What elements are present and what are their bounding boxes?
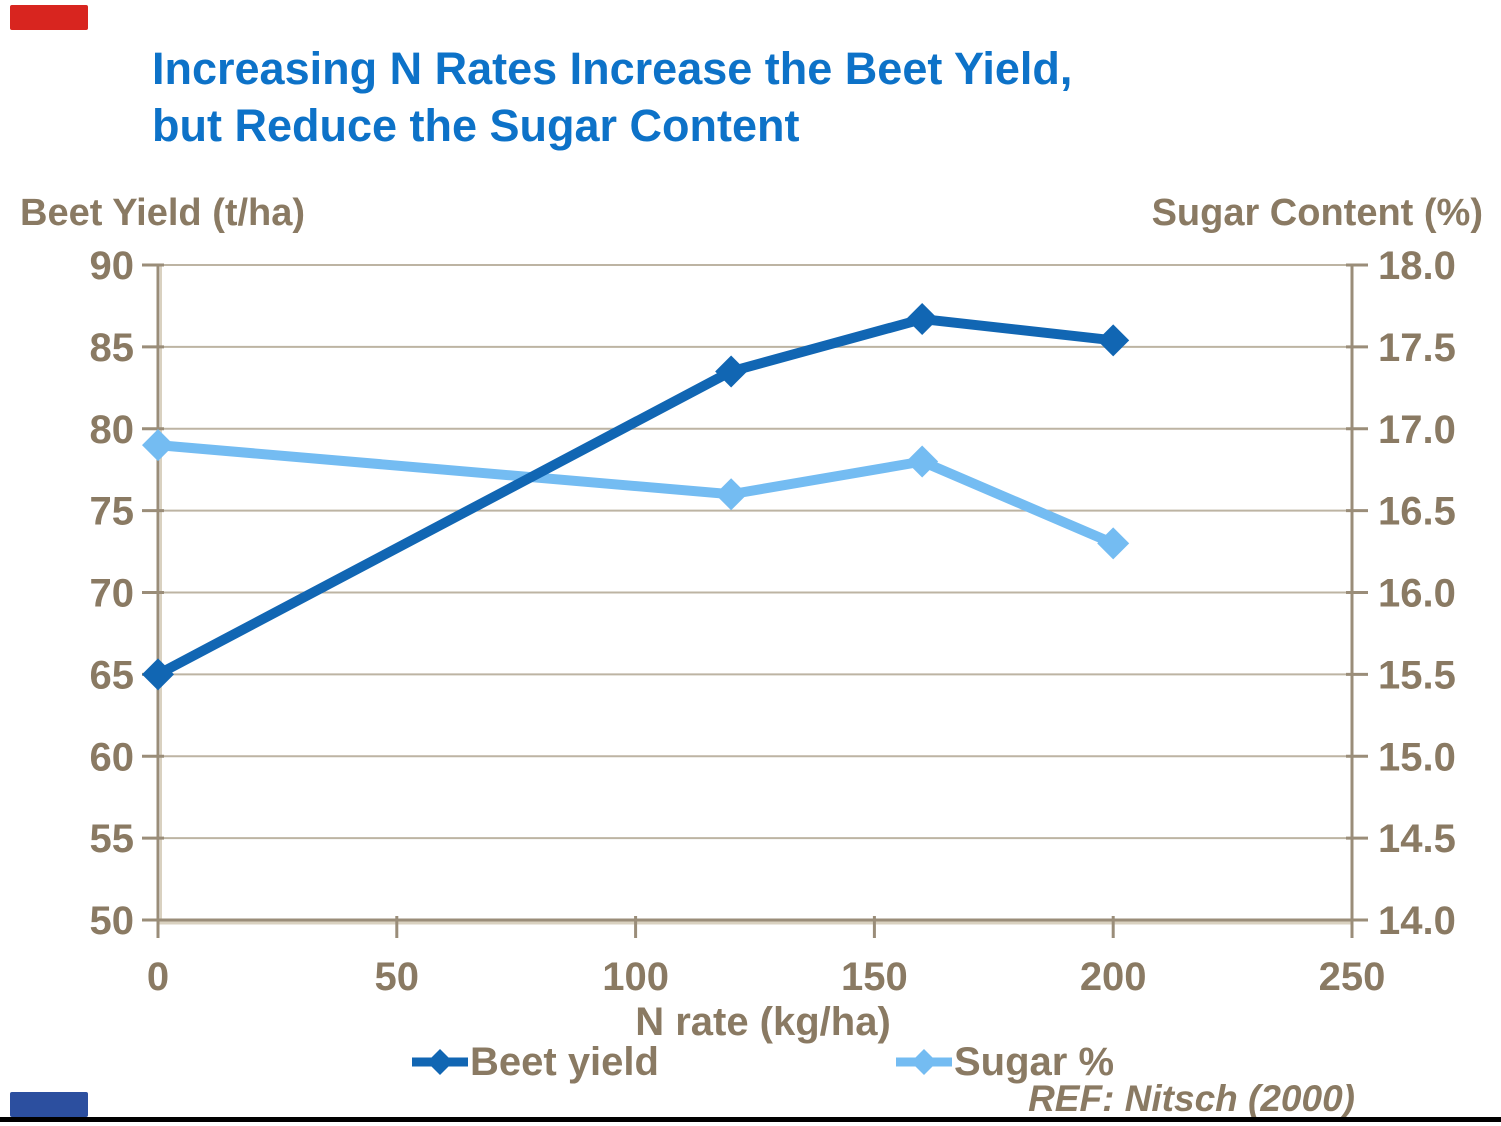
top-left-accent-bar	[10, 5, 88, 30]
left-axis-tick-label: 80	[90, 408, 135, 452]
right-axis-tick-label: 14.5	[1378, 817, 1456, 861]
legend-label-sugar: Sugar %	[954, 1039, 1115, 1084]
left-axis-tick-label: 70	[90, 572, 135, 616]
data-point-diamond-icon[interactable]	[142, 658, 174, 691]
data-point-diamond-icon[interactable]	[1097, 324, 1130, 357]
left-axis-tick-label: 55	[90, 817, 135, 861]
right-axis-tick-label: 18.0	[1378, 244, 1456, 288]
x-axis-tick-label: 50	[375, 955, 420, 999]
x-axis-tick-label: 200	[1080, 955, 1147, 999]
page-title: Increasing N Rates Increase the Beet Yie…	[152, 40, 1072, 154]
left-axis-tick-label: 60	[90, 735, 135, 779]
data-point-diamond-icon[interactable]	[142, 429, 174, 462]
bottom-left-accent-bar	[10, 1092, 88, 1117]
series-line-sugar-	[153, 440, 1119, 549]
left-axis-title: Beet Yield (t/ha)	[20, 192, 306, 234]
page-title-line1: Increasing N Rates Increase the Beet Yie…	[152, 43, 1073, 94]
x-axis-tick-label: 250	[1319, 955, 1386, 999]
left-axis-tick-label: 75	[90, 490, 135, 534]
left-axis-tick-label: 85	[90, 326, 135, 370]
data-point-diamond-icon[interactable]	[715, 355, 748, 388]
left-axis-tick-label: 65	[90, 653, 135, 697]
right-axis-tick-label: 16.0	[1378, 572, 1456, 616]
reference-citation: REF: Nitsch (2000)	[1028, 1078, 1355, 1119]
data-point-diamond-icon[interactable]	[1097, 527, 1130, 560]
right-axis-tick-label: 17.0	[1378, 408, 1456, 452]
left-axis-tick-label: 50	[90, 899, 135, 943]
page-title-line2: but Reduce the Sugar Content	[152, 100, 800, 151]
legend-label-beet-yield: Beet yield	[470, 1039, 659, 1084]
right-axis-tick-label: 15.0	[1378, 735, 1456, 779]
data-point-diamond-icon[interactable]	[906, 445, 939, 478]
beet-yield-legend-marker	[412, 1049, 468, 1075]
right-axis-title: Sugar Content (%)	[1151, 192, 1483, 234]
x-axis-tick-label: 100	[602, 955, 669, 999]
series-line-beet-yield	[153, 314, 1119, 680]
legend-item-sugar[interactable]: Sugar %	[896, 1040, 1114, 1084]
right-axis-tick-label: 14.0	[1378, 899, 1456, 943]
right-axis-tick-label: 15.5	[1378, 653, 1456, 697]
sugar-legend-marker	[896, 1049, 952, 1075]
left-axis-tick-label: 90	[90, 244, 135, 288]
right-axis-tick-label: 17.5	[1378, 326, 1456, 370]
data-point-diamond-icon[interactable]	[715, 478, 748, 511]
beet-yield-legend-diamond-icon	[427, 1049, 453, 1075]
bottom-border-rule	[0, 1117, 1501, 1122]
right-axis-tick-label: 16.5	[1378, 490, 1456, 534]
x-axis-title: N rate (kg/ha)	[635, 1000, 891, 1044]
sugar-legend-diamond-icon	[911, 1049, 937, 1075]
legend-item-beet-yield[interactable]: Beet yield	[412, 1040, 659, 1084]
data-point-diamond-icon[interactable]	[906, 303, 939, 336]
x-axis-tick-label: 0	[147, 955, 169, 999]
x-axis-tick-label: 150	[841, 955, 908, 999]
